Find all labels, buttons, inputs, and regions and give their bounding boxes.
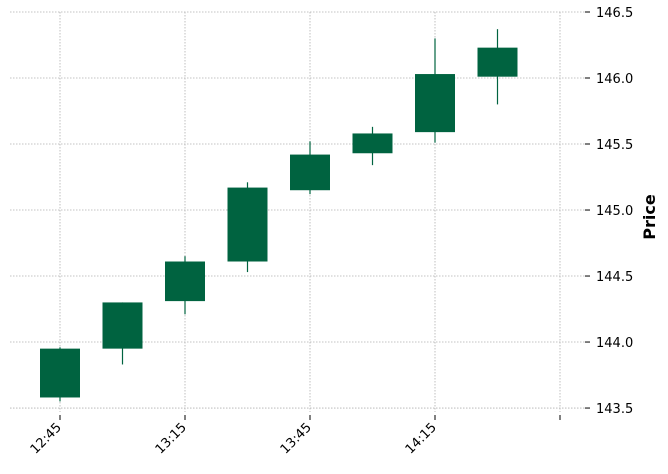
candle (290, 141, 330, 195)
y-tick-label: 145.5 (596, 138, 633, 153)
y-tick-label: 143.5 (596, 402, 633, 417)
candle-body (165, 261, 205, 302)
candle-body (40, 348, 80, 398)
candle (415, 38, 455, 143)
candle-body (227, 187, 268, 262)
candle (352, 126, 393, 166)
x-axis: 12:45 13:15 13:45 14:15 (28, 415, 561, 457)
candle-body (290, 154, 330, 191)
y-axis: 143.5 144.0 144.5 145.0 145.5 146.0 146.5 (585, 6, 633, 417)
candle-body (415, 74, 455, 133)
candle (102, 302, 143, 365)
candle-body (352, 133, 393, 154)
y-tick-label: 145.0 (596, 204, 633, 219)
candle (477, 29, 518, 105)
x-tick-label: 13:15 (153, 420, 190, 457)
candle (227, 182, 268, 273)
candles (40, 29, 518, 402)
x-tick-label: 14:15 (403, 420, 440, 457)
y-tick-label: 144.0 (596, 336, 633, 351)
x-tick-label: 12:45 (28, 420, 65, 457)
candle-body (102, 302, 143, 349)
y-axis-title: Price (640, 194, 659, 240)
y-tick-label: 146.5 (596, 6, 633, 21)
candle (165, 256, 205, 315)
candle-body (477, 47, 518, 77)
x-tick-label: 13:45 (278, 420, 315, 457)
y-tick-label: 146.0 (596, 72, 633, 87)
y-tick-label: 144.5 (596, 270, 633, 285)
candle (40, 347, 80, 402)
